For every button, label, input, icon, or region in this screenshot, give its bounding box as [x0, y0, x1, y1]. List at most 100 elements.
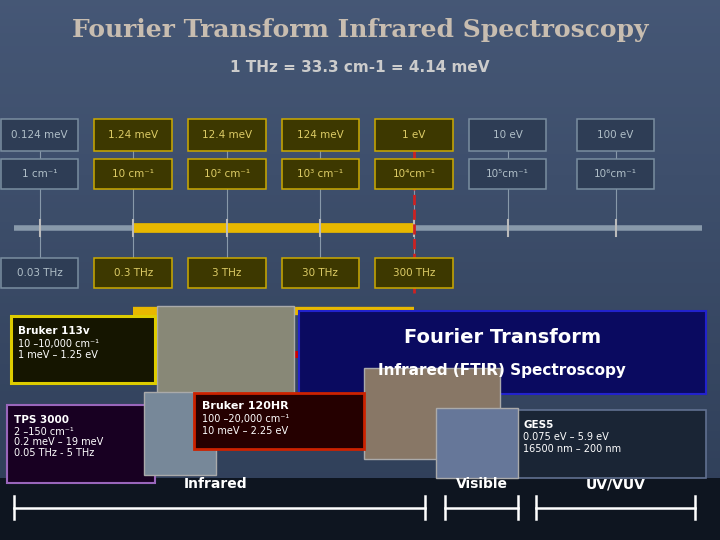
FancyBboxPatch shape [7, 405, 155, 483]
Text: GES5: GES5 [523, 420, 554, 430]
Bar [0, 47, 720, 54]
Bar [0, 438, 720, 445]
FancyBboxPatch shape [1, 119, 78, 151]
Text: TPS 3000: TPS 3000 [14, 415, 69, 425]
Bar [0, 480, 720, 486]
Text: UV/VUV: UV/VUV [585, 477, 646, 491]
FancyBboxPatch shape [194, 393, 364, 449]
Bar [0, 303, 720, 310]
Bar [436, 408, 518, 478]
Bar [0, 27, 720, 33]
Text: 0.075 eV – 5.9 eV: 0.075 eV – 5.9 eV [523, 432, 609, 442]
Bar [364, 368, 500, 459]
FancyBboxPatch shape [375, 119, 453, 151]
Bar [0, 6, 720, 14]
Text: 1 eV: 1 eV [402, 130, 426, 140]
Text: 10⁵cm⁻¹: 10⁵cm⁻¹ [486, 169, 529, 179]
Bar [0, 115, 720, 122]
FancyBboxPatch shape [282, 119, 359, 151]
Bar [0, 108, 720, 115]
FancyBboxPatch shape [94, 258, 172, 287]
FancyBboxPatch shape [375, 159, 453, 188]
Bar [0, 176, 720, 183]
Bar [0, 276, 720, 284]
Text: Fourier Transform: Fourier Transform [404, 328, 600, 347]
Text: 100 eV: 100 eV [598, 130, 634, 140]
Bar [0, 156, 720, 162]
Bar [0, 284, 720, 291]
Bar [0, 102, 720, 108]
Bar [0, 230, 720, 237]
Bar [0, 459, 720, 465]
FancyBboxPatch shape [188, 119, 266, 151]
Bar [0, 237, 720, 243]
FancyBboxPatch shape [577, 119, 654, 151]
Bar [0, 405, 720, 411]
Text: Visible: Visible [456, 477, 508, 491]
Bar [0, 507, 720, 513]
Bar [0, 222, 720, 230]
Text: 10 eV: 10 eV [492, 130, 523, 140]
Text: 124 meV: 124 meV [297, 130, 343, 140]
FancyBboxPatch shape [94, 119, 172, 151]
Text: 10 cm⁻¹: 10 cm⁻¹ [112, 169, 154, 179]
Bar [0, 291, 720, 297]
Text: Fourier Transform Infrared Spectroscopy: Fourier Transform Infrared Spectroscopy [72, 18, 648, 42]
Text: 100 –20,000 cm⁻¹: 100 –20,000 cm⁻¹ [202, 414, 289, 424]
Bar [0, 54, 720, 60]
Text: 0.3 THz: 0.3 THz [114, 268, 153, 278]
Bar [0, 372, 720, 378]
Text: 1 THz = 33.3 cm-1 = 4.14 meV: 1 THz = 33.3 cm-1 = 4.14 meV [230, 60, 490, 75]
FancyBboxPatch shape [375, 258, 453, 287]
Bar [0, 411, 720, 418]
Bar [157, 306, 294, 395]
Bar [0, 148, 720, 156]
Bar [0, 60, 720, 68]
Text: 2 –150 cm⁻¹: 2 –150 cm⁻¹ [14, 427, 74, 437]
Bar [0, 452, 720, 459]
FancyBboxPatch shape [94, 159, 172, 188]
Text: Bruker 120HR: Bruker 120HR [202, 401, 288, 411]
Text: Infrared: Infrared [184, 477, 248, 491]
Bar [0, 432, 720, 438]
Bar [0, 478, 720, 540]
Bar [0, 486, 720, 492]
Bar [0, 426, 720, 432]
Bar [0, 81, 720, 87]
Text: 1.24 meV: 1.24 meV [108, 130, 158, 140]
Bar [0, 500, 720, 507]
Text: 10⁶cm⁻¹: 10⁶cm⁻¹ [594, 169, 637, 179]
Bar [0, 68, 720, 74]
Bar [0, 493, 720, 500]
Bar [0, 446, 720, 453]
Bar [0, 270, 720, 276]
Bar [0, 128, 720, 135]
Bar [0, 183, 720, 189]
Bar [0, 216, 720, 222]
Bar [0, 324, 720, 330]
Bar [0, 364, 720, 372]
Bar [0, 14, 720, 20]
Bar [0, 317, 720, 324]
Bar [0, 418, 720, 426]
Bar [0, 526, 720, 534]
Bar [0, 472, 720, 480]
Bar [0, 74, 720, 81]
Bar [0, 168, 720, 176]
Bar [0, 122, 720, 128]
Text: Bruker 113v: Bruker 113v [18, 326, 89, 336]
Bar [0, 256, 720, 263]
Bar [0, 0, 720, 6]
Bar [0, 249, 720, 256]
Text: Infrared (FTIR) Spectroscopy: Infrared (FTIR) Spectroscopy [378, 363, 626, 378]
Bar [0, 534, 720, 540]
Text: 300 THz: 300 THz [393, 268, 435, 278]
FancyBboxPatch shape [1, 159, 78, 188]
Text: 0.124 meV: 0.124 meV [12, 130, 68, 140]
Text: 0.05 THz - 5 THz: 0.05 THz - 5 THz [14, 448, 94, 458]
Bar [0, 330, 720, 338]
Bar [144, 392, 216, 475]
Bar [0, 195, 720, 202]
Bar [0, 345, 720, 351]
Bar [0, 141, 720, 149]
